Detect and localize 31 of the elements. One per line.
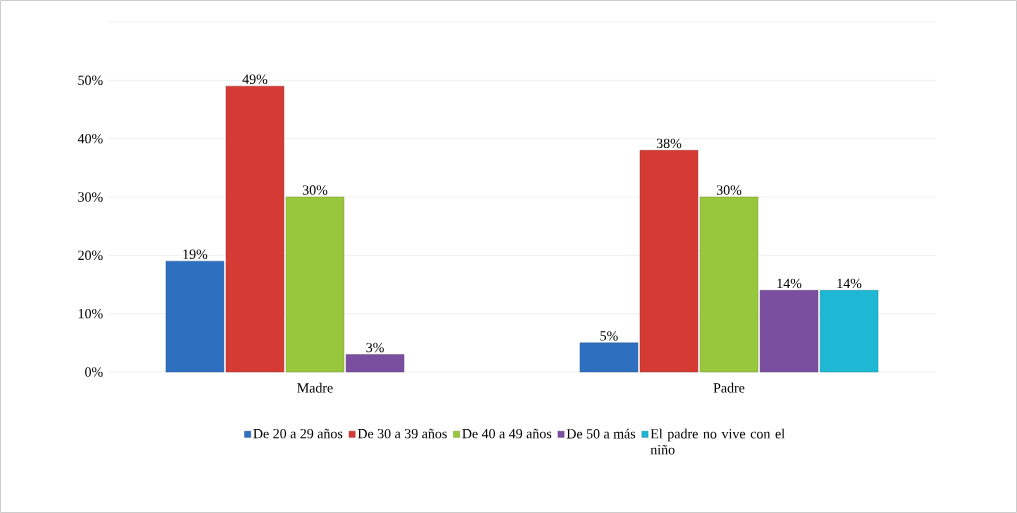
data-label: 5% [600,331,618,341]
data-label: 30% [716,185,742,195]
bar [345,354,405,373]
legend-label: De 20 a 29 años [253,428,343,439]
data-label: 49% [242,74,268,84]
y-tick-label: 30% [78,192,103,202]
y-tick-label: 10% [78,308,103,319]
legend-label: De 40 a 49 años [462,428,552,439]
legend-label: De 30 a 39 años [357,428,447,439]
data-label: 30% [302,185,328,195]
data-label: 3% [366,342,384,353]
legend-label: De 50 a más [566,428,636,439]
y-tick-label: 50% [78,75,103,86]
y-tick-label: 40% [77,133,103,144]
legend-label: El padre no vive con el niño [650,428,785,455]
x-tick-label: Madre [297,382,333,393]
data-label: 14% [837,278,862,289]
bar [165,260,225,373]
bar [819,290,879,373]
y-tick-label: 0% [85,367,103,377]
bar [285,196,345,373]
x-tick-label: Padre [713,382,745,393]
data-label: 38% [656,138,682,149]
data-label: 19% [183,249,208,259]
data-label: 14% [777,278,802,289]
y-tick-label: 20% [78,250,103,261]
bar [639,150,699,373]
bar [759,290,819,373]
bar [579,342,639,373]
bar [699,196,759,373]
bar [225,85,285,373]
